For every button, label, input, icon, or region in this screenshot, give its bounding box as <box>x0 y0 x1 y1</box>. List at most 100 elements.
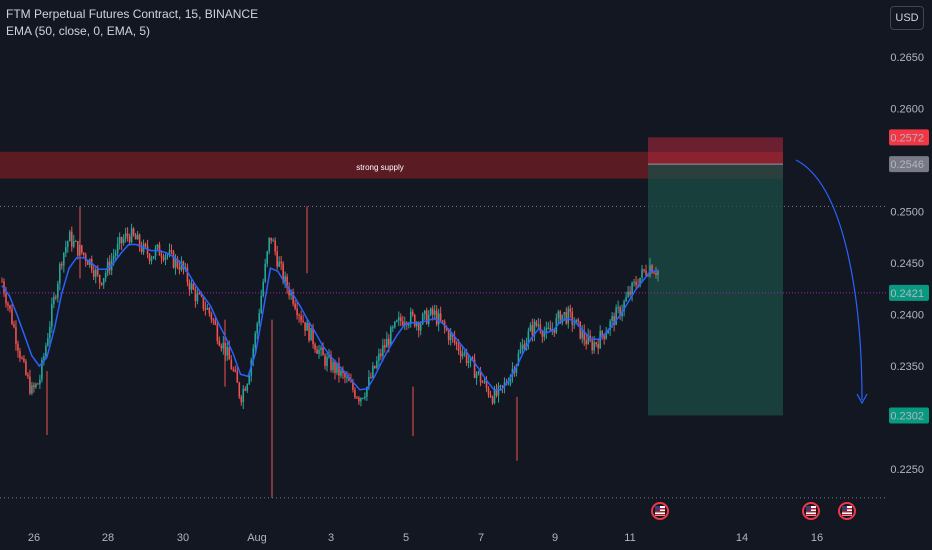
candle-body <box>609 321 611 331</box>
candle-body <box>409 311 412 324</box>
candle-body <box>459 350 462 357</box>
candle-body <box>256 323 259 334</box>
candle-body <box>84 254 87 262</box>
candle-body <box>384 345 386 348</box>
candle-body <box>7 303 9 306</box>
candle-body <box>68 231 71 242</box>
candle-body <box>547 327 550 329</box>
arrow-head-icon <box>856 393 868 405</box>
candle-body <box>348 377 350 381</box>
candle-body <box>39 379 41 385</box>
stop-price-tag: 0.2572 <box>890 132 924 144</box>
candle-body <box>116 243 119 254</box>
candle-body <box>651 265 653 273</box>
candle-body <box>607 330 609 334</box>
candle-body <box>156 244 159 249</box>
candle-body <box>587 335 590 345</box>
candle-body <box>535 321 538 326</box>
candle-body <box>33 385 35 388</box>
candle-body <box>266 251 268 264</box>
entry-price-tag-bg <box>889 156 929 173</box>
candle-body <box>493 388 496 404</box>
candle-body <box>138 234 141 247</box>
candle-body <box>100 282 103 285</box>
candle-body <box>324 355 326 366</box>
time-axis[interactable]: 26 28 30 Aug 3 5 7 9 11 14 16 <box>28 532 823 544</box>
ema-indicator-label[interactable]: EMA (50, close, 0, EMA, 5) <box>6 24 151 38</box>
candle-body <box>407 323 410 326</box>
candle-body <box>65 247 67 253</box>
flag-stripe <box>655 514 665 516</box>
candle-body <box>15 327 17 344</box>
candle-body <box>521 344 524 349</box>
candle-body <box>264 263 266 282</box>
candle-body <box>128 236 131 243</box>
x-tick-label: Aug <box>247 532 267 544</box>
candle-body <box>19 350 21 358</box>
candle-body <box>539 324 542 332</box>
candle-body <box>392 327 394 329</box>
candle-body <box>497 385 500 396</box>
candle-body <box>581 330 584 339</box>
candle-body <box>657 271 659 275</box>
candle-body <box>437 313 440 325</box>
candle-body <box>80 245 83 253</box>
candle-body <box>575 319 578 325</box>
candle-body <box>76 241 79 256</box>
candle-body <box>55 296 57 298</box>
candle-body <box>366 386 368 397</box>
candle-body <box>344 373 346 378</box>
candle-body <box>352 381 354 390</box>
candle-body <box>45 345 47 357</box>
candle-body <box>619 307 621 317</box>
candle-body <box>403 322 406 326</box>
candle-body <box>457 344 460 351</box>
candle-body <box>322 347 324 356</box>
candle-body <box>72 241 75 247</box>
candle-body <box>378 353 380 361</box>
candle-body <box>423 310 426 314</box>
y-tick-label: 0.2600 <box>890 104 924 116</box>
candle-body <box>413 314 416 327</box>
candle-body <box>192 283 195 290</box>
candle-body <box>238 382 241 397</box>
candle-body <box>511 368 514 376</box>
candle-body <box>354 389 356 398</box>
candle-body <box>126 233 129 237</box>
candle-body <box>43 356 45 360</box>
candle-body <box>120 237 123 243</box>
y-tick-label: 0.2400 <box>890 310 924 322</box>
candle-body <box>51 304 53 327</box>
candle-body <box>399 317 402 322</box>
y-tick-label: 0.2350 <box>890 361 924 373</box>
candle-body <box>601 331 603 336</box>
candle-body <box>260 295 263 314</box>
currency-button[interactable]: USD <box>890 6 924 30</box>
candle-body <box>595 342 597 344</box>
candle-body <box>292 291 294 304</box>
candle-body <box>625 297 627 302</box>
candle-body <box>431 308 434 315</box>
candle-body <box>61 263 63 266</box>
candle-body <box>27 374 29 377</box>
candle-body <box>527 331 530 343</box>
candle-body <box>501 385 504 387</box>
candle-body <box>112 255 115 260</box>
candle-body <box>172 251 175 268</box>
projection-arrow <box>795 159 868 405</box>
candle-body <box>206 307 209 310</box>
candle-body <box>541 331 544 337</box>
flag-stripe <box>806 511 816 513</box>
candle-body <box>395 320 398 322</box>
candle-body <box>66 241 69 248</box>
candle-body <box>374 365 376 369</box>
candle-body <box>471 357 474 360</box>
candle-body <box>196 293 199 302</box>
candle-body <box>320 347 322 350</box>
candle-body <box>390 327 392 346</box>
candle-body <box>617 307 619 309</box>
candle-body <box>599 331 601 349</box>
candle-body <box>557 311 560 318</box>
candle-body <box>376 360 378 369</box>
